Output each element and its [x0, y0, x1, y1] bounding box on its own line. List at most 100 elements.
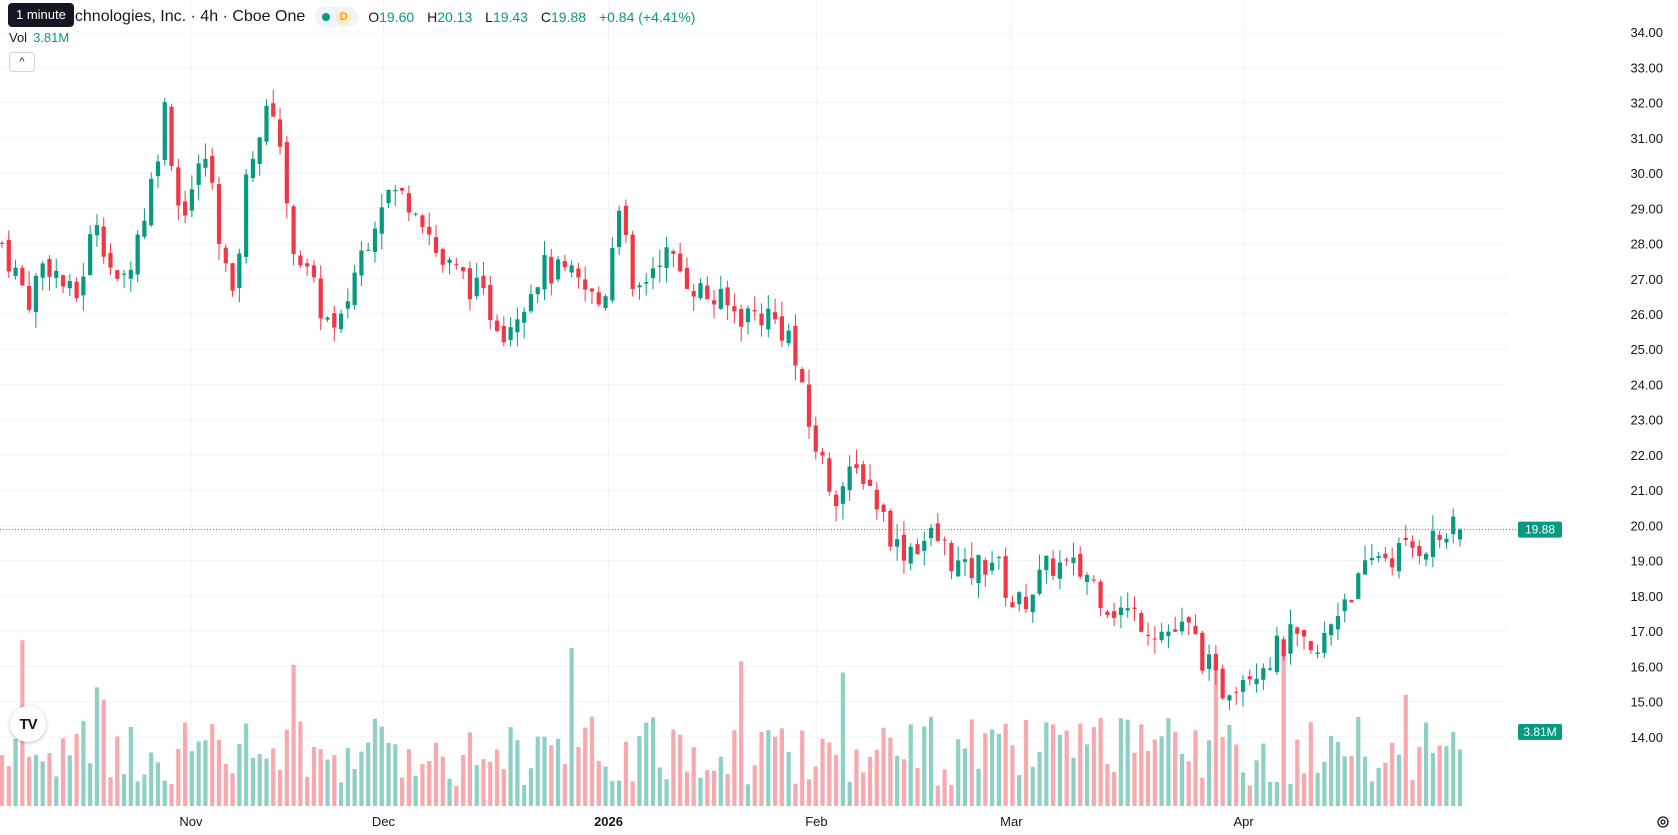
candle-body: [854, 464, 859, 469]
gear-icon[interactable]: [1656, 815, 1670, 829]
candle-body: [1308, 641, 1313, 651]
candle-body: [291, 206, 296, 255]
candle-body: [1295, 627, 1300, 634]
candle-body: [1430, 530, 1435, 558]
volume-bar: [332, 755, 337, 806]
volume-bar: [1301, 773, 1307, 806]
volume-bar: [210, 724, 215, 806]
price-axis[interactable]: 34.00 33.00 32.00 31.00 30.00 29.00 28.00 27.00…: [1518, 25, 1663, 745]
volume-bar: [1240, 772, 1246, 806]
volume-bar: [983, 733, 988, 806]
candle-body: [1030, 594, 1035, 613]
candle-body: [413, 213, 418, 215]
volume-bar: [1410, 780, 1415, 806]
volume-bar: [671, 729, 676, 806]
volume-bar: [1118, 718, 1124, 806]
candle-body: [1193, 625, 1198, 635]
volume-bar: [705, 770, 710, 806]
volume-bar: [1390, 742, 1395, 806]
volume-bar: [366, 742, 371, 806]
candle-body: [1206, 654, 1212, 669]
candle-body: [366, 249, 371, 251]
candle-body: [13, 267, 18, 276]
volume-bar: [13, 738, 18, 806]
volume-bar: [779, 728, 784, 806]
volume-bar: [1295, 739, 1300, 806]
volume-bar: [596, 760, 601, 806]
price-tick-label: 33.00: [1630, 60, 1663, 75]
volume-bar: [1057, 734, 1062, 806]
market-status-badge[interactable]: D: [315, 7, 359, 27]
volume-bar: [1145, 751, 1151, 806]
candle-body: [888, 510, 893, 547]
time-axis[interactable]: Nov Dec 2026 Feb Mar Apr: [179, 814, 1254, 829]
candle-body: [969, 558, 974, 579]
candle-body: [555, 259, 561, 280]
volume-bar: [1261, 743, 1266, 806]
candle-body: [922, 540, 927, 551]
price-tick-label: 31.00: [1630, 131, 1663, 146]
candle-body: [617, 210, 622, 248]
candle-body: [834, 494, 839, 507]
volume-bar: [60, 738, 66, 806]
candle-body: [1437, 534, 1442, 540]
candle-body: [698, 283, 703, 299]
volume-bar: [155, 762, 161, 806]
tradingview-logo-icon[interactable]: TV: [10, 706, 46, 742]
volume-bar: [1423, 722, 1429, 806]
volume-bar: [1308, 722, 1313, 806]
candle-body: [779, 316, 784, 341]
volume-bar: [1112, 771, 1117, 806]
volume-bar: [874, 749, 879, 806]
candle-body: [664, 247, 669, 268]
volume-bar: [739, 661, 744, 806]
price-tick-label: 23.00: [1630, 413, 1663, 428]
volume-bar: [1274, 781, 1280, 806]
volume-bar: [840, 672, 845, 806]
time-tick-label: Feb: [805, 814, 827, 829]
candle-body: [1383, 553, 1388, 559]
volume-bar: [149, 752, 154, 806]
volume-bar: [623, 741, 628, 806]
candle-body: [1139, 613, 1144, 632]
candle-body: [33, 275, 39, 313]
volume-bar: [528, 768, 534, 806]
volume-bar: [230, 773, 235, 806]
price-tick-label: 29.00: [1630, 201, 1663, 216]
candle-body: [508, 327, 513, 340]
candle-body: [827, 458, 832, 492]
volume-bar: [1098, 717, 1103, 806]
time-tick-label: 2026: [594, 814, 623, 829]
candle-body: [1457, 529, 1463, 540]
candle-body: [535, 287, 540, 295]
candle-body: [1159, 631, 1164, 641]
candle-body: [650, 268, 656, 279]
symbol-title[interactable]: echnologies, Inc. · 4h · Cboe One: [66, 8, 306, 25]
candle-body: [806, 384, 812, 427]
candle-body: [976, 555, 981, 584]
volume-bar: [494, 749, 500, 806]
candle-body: [81, 276, 86, 296]
volume-bar: [515, 740, 520, 806]
volume-bar: [237, 744, 242, 806]
volume-bar: [121, 774, 127, 806]
volume-bar: [691, 747, 696, 806]
collapse-legend-button[interactable]: ^: [9, 52, 35, 72]
low-value: 19.43: [492, 9, 528, 25]
price-tick-label: 27.00: [1630, 272, 1663, 287]
volume-bar: [908, 724, 913, 806]
candle-body: [60, 275, 66, 287]
candle-body: [908, 546, 913, 564]
candle-body: [47, 258, 52, 277]
candle-body: [1247, 676, 1252, 680]
candle-body: [623, 205, 628, 235]
volume-bar: [881, 727, 886, 806]
candle-body: [515, 319, 520, 333]
volume-bar: [1369, 781, 1374, 806]
candle-body: [1125, 608, 1130, 611]
volume-bar: [467, 732, 473, 806]
volume-bar: [1315, 772, 1320, 806]
volume-bar: [854, 749, 859, 806]
time-tick-label: Nov: [179, 814, 203, 829]
